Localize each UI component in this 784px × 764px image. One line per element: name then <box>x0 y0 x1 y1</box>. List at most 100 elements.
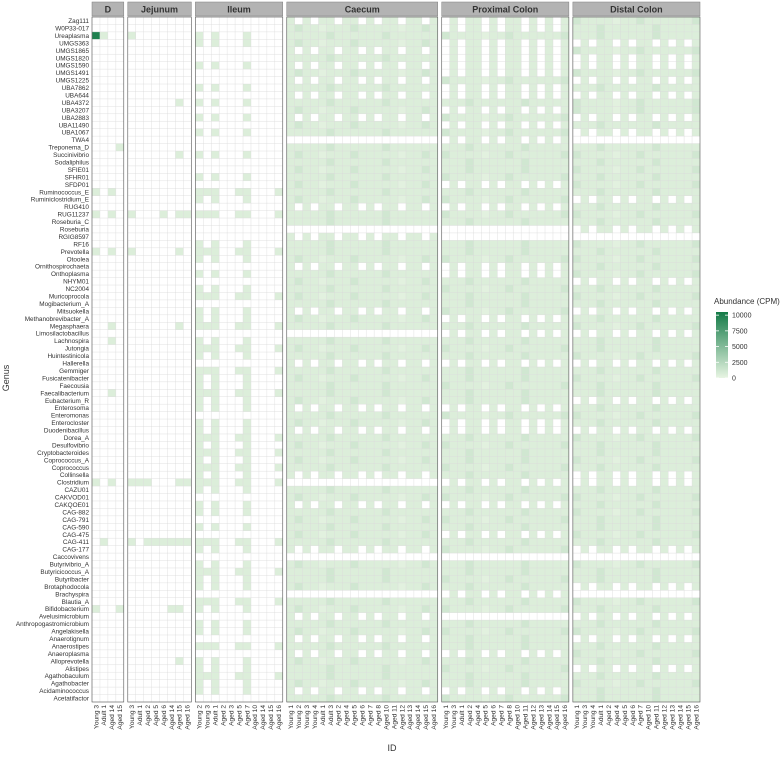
heatmap-cell <box>505 538 513 545</box>
heatmap-cell <box>334 54 342 61</box>
heatmap-cell <box>398 352 406 359</box>
heatmap-cell <box>311 278 319 285</box>
heatmap-cell <box>319 456 327 463</box>
heatmap-cell <box>450 17 458 24</box>
heatmap-cell <box>529 322 537 329</box>
heatmap-cell <box>382 114 390 121</box>
heatmap-cell <box>668 657 676 664</box>
heatmap-cell <box>390 181 398 188</box>
heatmap-cell <box>497 322 505 329</box>
heatmap-cell <box>605 456 613 463</box>
heatmap-cell <box>652 449 660 456</box>
heatmap-cell <box>406 54 414 61</box>
heatmap-cell <box>342 598 350 605</box>
heatmap-cell <box>235 598 243 605</box>
heatmap-cell <box>458 188 466 195</box>
heatmap-cell <box>652 620 660 627</box>
heatmap-cell <box>521 129 529 136</box>
heatmap-cell <box>613 642 621 649</box>
heatmap-cell <box>668 270 676 277</box>
heatmap-cell <box>195 62 203 69</box>
heatmap-cell <box>613 300 621 307</box>
heatmap-cell <box>342 166 350 173</box>
heatmap-cell <box>350 32 358 39</box>
heatmap-cell <box>390 516 398 523</box>
heatmap-cell <box>390 561 398 568</box>
heatmap-cell <box>561 412 569 419</box>
heatmap-cell <box>684 374 692 381</box>
heatmap-cell <box>474 278 482 285</box>
heatmap-cell <box>334 508 342 515</box>
heatmap-cell <box>628 218 636 225</box>
heatmap-cell <box>581 367 589 374</box>
heatmap-cell <box>211 471 219 478</box>
heatmap-cell <box>326 196 334 203</box>
heatmap-cell <box>382 203 390 210</box>
heatmap-cell <box>350 121 358 128</box>
heatmap-cell <box>195 151 203 158</box>
heatmap-cell <box>303 575 311 582</box>
heatmap-cell <box>561 39 569 46</box>
heatmap-cell <box>561 449 569 456</box>
heatmap-cell <box>466 642 474 649</box>
heatmap-cell <box>211 322 219 329</box>
heatmap-cell <box>390 412 398 419</box>
heatmap-cell <box>334 278 342 285</box>
heatmap-cell <box>414 121 422 128</box>
heatmap-cell <box>481 456 489 463</box>
heatmap-cell <box>430 181 438 188</box>
heatmap-cell <box>466 263 474 270</box>
y-tick-label: Ureaplasma <box>55 33 90 40</box>
heatmap-cell <box>537 255 545 262</box>
heatmap-cell <box>581 374 589 381</box>
heatmap-cell <box>442 77 450 84</box>
heatmap-cell <box>295 657 303 664</box>
heatmap-cell <box>303 17 311 24</box>
heatmap-cell <box>628 263 636 270</box>
heatmap-cell <box>652 69 660 76</box>
heatmap-cell <box>521 196 529 203</box>
heatmap-cell <box>203 322 211 329</box>
heatmap-cell <box>295 315 303 322</box>
heatmap-cell <box>211 523 219 530</box>
heatmap-cell <box>684 389 692 396</box>
heatmap-cell <box>303 166 311 173</box>
heatmap-cell <box>581 255 589 262</box>
heatmap-cell <box>406 307 414 314</box>
heatmap-cell <box>628 695 636 702</box>
heatmap-cell <box>684 240 692 247</box>
heatmap-cell <box>442 680 450 687</box>
heatmap-cell <box>621 538 629 545</box>
heatmap-cell <box>366 412 374 419</box>
heatmap-cell <box>628 568 636 575</box>
heatmap-cell <box>545 471 553 478</box>
heatmap-cell <box>676 471 684 478</box>
heatmap-cell <box>652 84 660 91</box>
heatmap-cell <box>334 158 342 165</box>
heatmap-cell <box>366 397 374 404</box>
heatmap-cell <box>235 464 243 471</box>
heatmap-cell <box>652 441 660 448</box>
heatmap-cell <box>422 158 430 165</box>
heatmap-cell <box>366 106 374 113</box>
heatmap-cell <box>374 278 382 285</box>
heatmap-cell <box>505 24 513 31</box>
heatmap-cell <box>692 69 700 76</box>
heatmap-cell <box>295 456 303 463</box>
heatmap-cell <box>605 531 613 538</box>
heatmap-cell <box>628 628 636 635</box>
y-tick-label: W0P33-017 <box>55 25 89 32</box>
heatmap-cell <box>589 248 597 255</box>
heatmap-cell <box>311 218 319 225</box>
heatmap-cell <box>374 39 382 46</box>
heatmap-cell <box>311 523 319 530</box>
heatmap-cell <box>303 322 311 329</box>
heatmap-cell <box>319 315 327 322</box>
heatmap-cell <box>597 188 605 195</box>
heatmap-cell <box>275 322 283 329</box>
heatmap-cell <box>581 69 589 76</box>
heatmap-cell <box>605 330 613 337</box>
heatmap-cell <box>450 129 458 136</box>
heatmap-cell <box>605 389 613 396</box>
heatmap-cell <box>644 568 652 575</box>
